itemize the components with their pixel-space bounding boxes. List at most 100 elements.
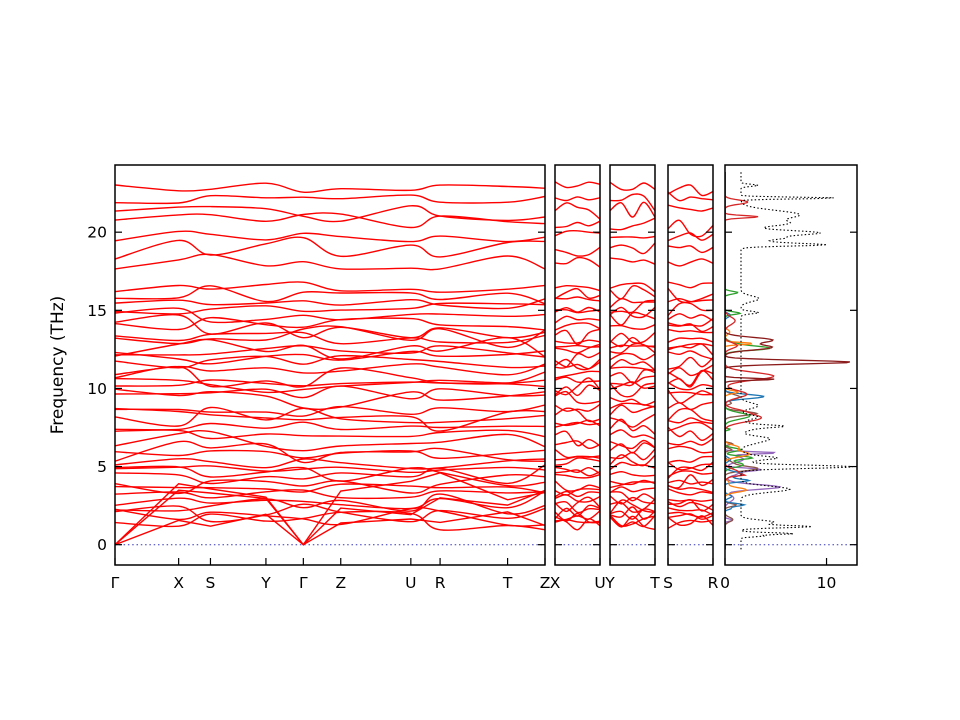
band-line [668,281,713,289]
band-line [555,448,600,459]
band-line [555,500,600,514]
panel-dos: 0 10 [720,164,858,592]
band-line [668,301,713,316]
band-line [610,418,655,435]
band-line [610,358,655,371]
band-line [115,404,545,417]
band-line [668,437,713,446]
band-line [115,363,545,376]
band-line [555,246,600,257]
band-line [115,407,545,432]
band-line [115,316,545,331]
band-line [668,258,713,267]
band-line [115,236,545,260]
panel-frame [667,164,714,566]
band-line [555,457,600,466]
band-line [115,194,545,205]
band-line [668,421,713,432]
x-tick-label: S [206,574,216,592]
band-line [668,426,713,441]
band-line [668,401,713,411]
y-tick-label: 15 [87,302,107,320]
band-line [555,430,600,447]
band-line [610,514,655,528]
band-line [668,511,713,518]
band-line [668,328,713,334]
band-line [668,417,713,425]
band-line [668,370,713,388]
band-line [610,282,655,293]
band-line [610,372,655,384]
band-line [555,322,600,331]
panel-frame [114,164,546,566]
band-line [115,465,545,487]
band-line [555,390,600,405]
band-line [115,507,545,527]
band-line [668,287,713,304]
band-line [610,311,655,326]
band-line [555,287,600,300]
band-line [610,429,655,440]
band-line [555,480,600,492]
panel-frame [724,164,858,566]
band-line [610,491,655,502]
band-line [668,245,713,254]
total-dos-curve [740,172,853,550]
band-line [555,494,600,503]
band-line [555,256,600,268]
acoustic-band-line [115,472,545,546]
band-line [115,253,545,271]
y-tick-label: 20 [87,224,107,242]
band-line [115,440,545,464]
band-line [555,202,600,220]
band-line [610,285,655,300]
band-line [115,281,545,293]
band-line [610,479,655,486]
band-line [115,489,545,500]
band-line [115,379,545,388]
x-tick-label: U [594,574,605,592]
band-line [668,488,713,496]
band-line [610,381,655,390]
band-line [610,324,655,330]
band-line [668,381,713,391]
band-line [668,513,713,520]
band-line [668,479,713,485]
band-line [610,242,655,255]
band-line [115,307,545,324]
band-line [668,455,713,464]
band-line [610,331,655,344]
band-line [610,404,655,416]
band-line [668,323,713,333]
band-line [555,328,600,346]
panel-plot-area [668,184,713,546]
band-line [610,217,655,231]
y-axis-label: Frequency (THz) [48,295,68,435]
x-tick-label: R [435,574,446,592]
band-line [555,384,600,397]
x-tick-label: R [708,574,719,592]
band-line [555,284,600,292]
x-tick-label: Y [604,574,615,592]
band-line [610,461,655,471]
band-line [668,500,713,511]
band-line [668,369,713,387]
panel-bands-main: 0 5 10 15 20 Γ X S Y Γ Z U R T Z [87,164,550,592]
band-line [610,201,655,218]
band-line [610,306,655,319]
band-line [555,296,600,302]
band-line [668,342,713,349]
x-tick-label: T [502,574,513,592]
panel-plot-area [725,172,857,550]
band-line [668,461,713,471]
band-line [668,318,713,327]
panel-frame [609,164,656,566]
band-line [610,396,655,406]
band-line [610,297,655,309]
y-tick-label: 10 [87,380,107,398]
band-line [115,406,545,427]
band-line [610,470,655,477]
band-line [668,470,713,478]
band-line [668,389,713,404]
band-line [668,515,713,527]
